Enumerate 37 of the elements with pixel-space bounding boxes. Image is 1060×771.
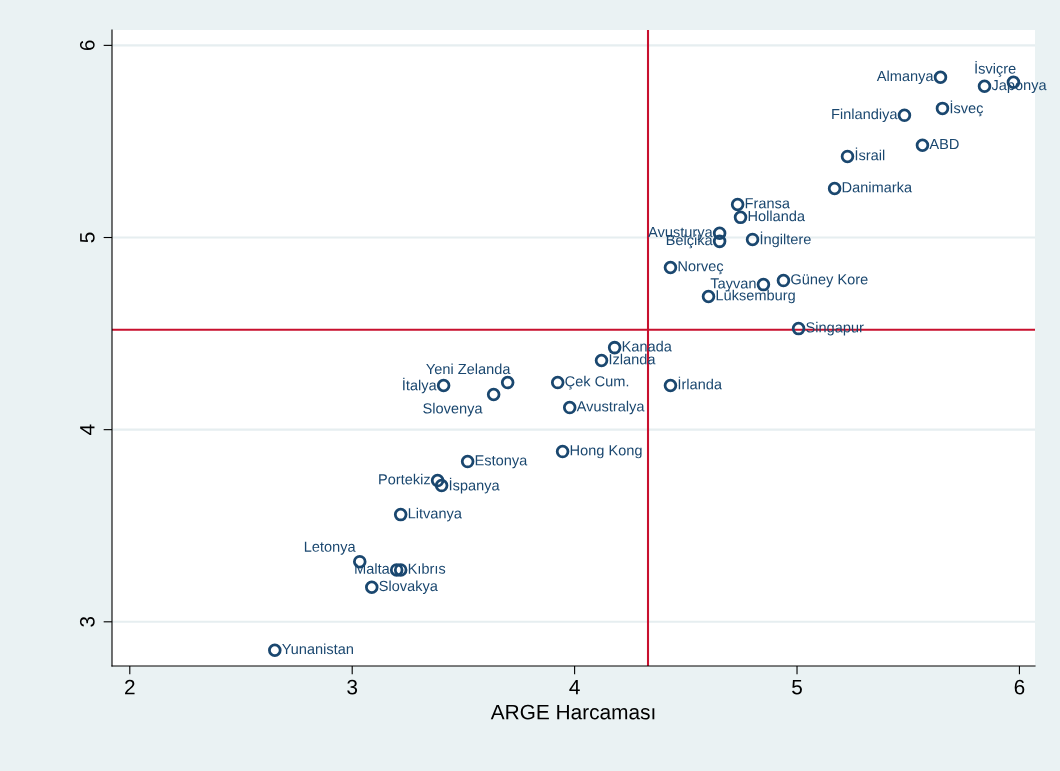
- annotation: Fransa: [745, 198, 790, 209]
- annotation: Yeni Zelanda: [426, 363, 511, 375]
- annotation: Çek Cum.: [565, 375, 629, 390]
- annotation: Güney Kore: [791, 274, 868, 288]
- annotation: Danimarka: [842, 181, 913, 193]
- annotation: İngiltere: [760, 231, 811, 248]
- annotation: Hollanda: [748, 210, 806, 222]
- annotation: Estonya: [475, 455, 528, 469]
- annotation: Kıbrıs: [408, 563, 446, 574]
- annotation: İsviçre: [975, 61, 1016, 77]
- annotation: İspanya: [449, 477, 500, 494]
- y-tick-label: 5: [80, 232, 95, 243]
- y-tick-label: 4: [80, 424, 95, 435]
- annotation: İtalya: [403, 377, 437, 394]
- annotation: ABD: [929, 139, 959, 150]
- annotation: Norveç: [678, 261, 724, 275]
- annotation: Yunanistan: [282, 643, 353, 655]
- y-tick-label: 6: [79, 40, 95, 51]
- x-axis-title: ARGE Harcaması: [490, 704, 655, 720]
- x-tick-label: 3: [347, 679, 358, 695]
- annotation: Avustralya: [576, 400, 645, 415]
- x-tick-label: 6: [1014, 679, 1025, 695]
- x-tick-label: 4: [569, 679, 580, 695]
- annotation: Litvanya: [408, 507, 462, 522]
- x-tick-label: 2: [125, 679, 135, 695]
- x-tick-label: 5: [792, 679, 802, 695]
- annotation: İsveç: [950, 100, 984, 117]
- annotation: İsrail: [855, 147, 885, 161]
- annotation: İrlanda: [678, 376, 722, 390]
- annotation: Slovenya: [423, 402, 483, 417]
- annotation: Portekiz: [379, 473, 430, 485]
- annotation: Almanya: [876, 70, 934, 85]
- annotation: Hong Kong: [570, 445, 642, 459]
- y-tick-label: 3: [79, 616, 95, 627]
- annotation: Slovakya: [379, 580, 438, 595]
- annotation: Letonya: [304, 541, 356, 555]
- annotation: Finlandiya: [832, 108, 898, 123]
